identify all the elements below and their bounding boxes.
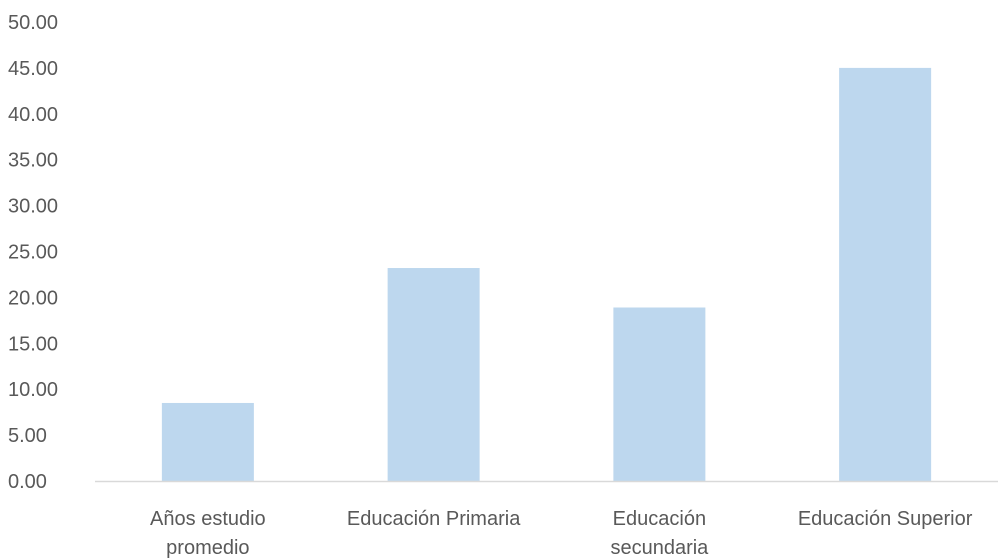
- y-tick-label: 15.00: [8, 333, 58, 355]
- y-tick-label: 40.00: [8, 104, 58, 126]
- y-tick-label: 20.00: [8, 287, 58, 309]
- bar: [613, 307, 706, 481]
- x-tick-label: Años estudio promedio: [150, 508, 266, 559]
- x-axis-labels: Años estudio promedio Educación Primaria Ed…: [150, 508, 973, 559]
- x-tick-label-line: secundaria: [610, 537, 709, 559]
- x-tick-label: Educación Superior: [798, 508, 973, 530]
- y-tick-label: 30.00: [8, 196, 58, 218]
- x-tick-label: Educación secundaria: [610, 508, 709, 559]
- x-tick-label-line: Educación: [613, 508, 706, 530]
- x-tick-label-line: Años estudio: [150, 508, 266, 530]
- y-tick-label: 35.00: [8, 150, 58, 172]
- y-tick-label: 0.00: [8, 471, 47, 493]
- x-tick-label-line: Educación Primaria: [347, 508, 521, 530]
- x-tick-label: Educación Primaria: [347, 508, 521, 530]
- y-tick-label: 50.00: [8, 12, 58, 34]
- y-axis-ticks: 0.00 5.00 10.00 15.00 20.00 25.00 30.00 35.00 40…: [8, 12, 58, 493]
- x-tick-label-line: promedio: [166, 537, 249, 559]
- x-tick-label-line: Educación Superior: [798, 508, 973, 530]
- bars: [161, 67, 932, 482]
- y-tick-label: 25.00: [8, 242, 58, 264]
- y-tick-label: 10.00: [8, 379, 58, 401]
- bar: [161, 402, 254, 481]
- bar: [839, 67, 932, 482]
- bar: [387, 268, 480, 481]
- y-tick-label: 5.00: [8, 425, 47, 447]
- y-tick-label: 45.00: [8, 58, 58, 80]
